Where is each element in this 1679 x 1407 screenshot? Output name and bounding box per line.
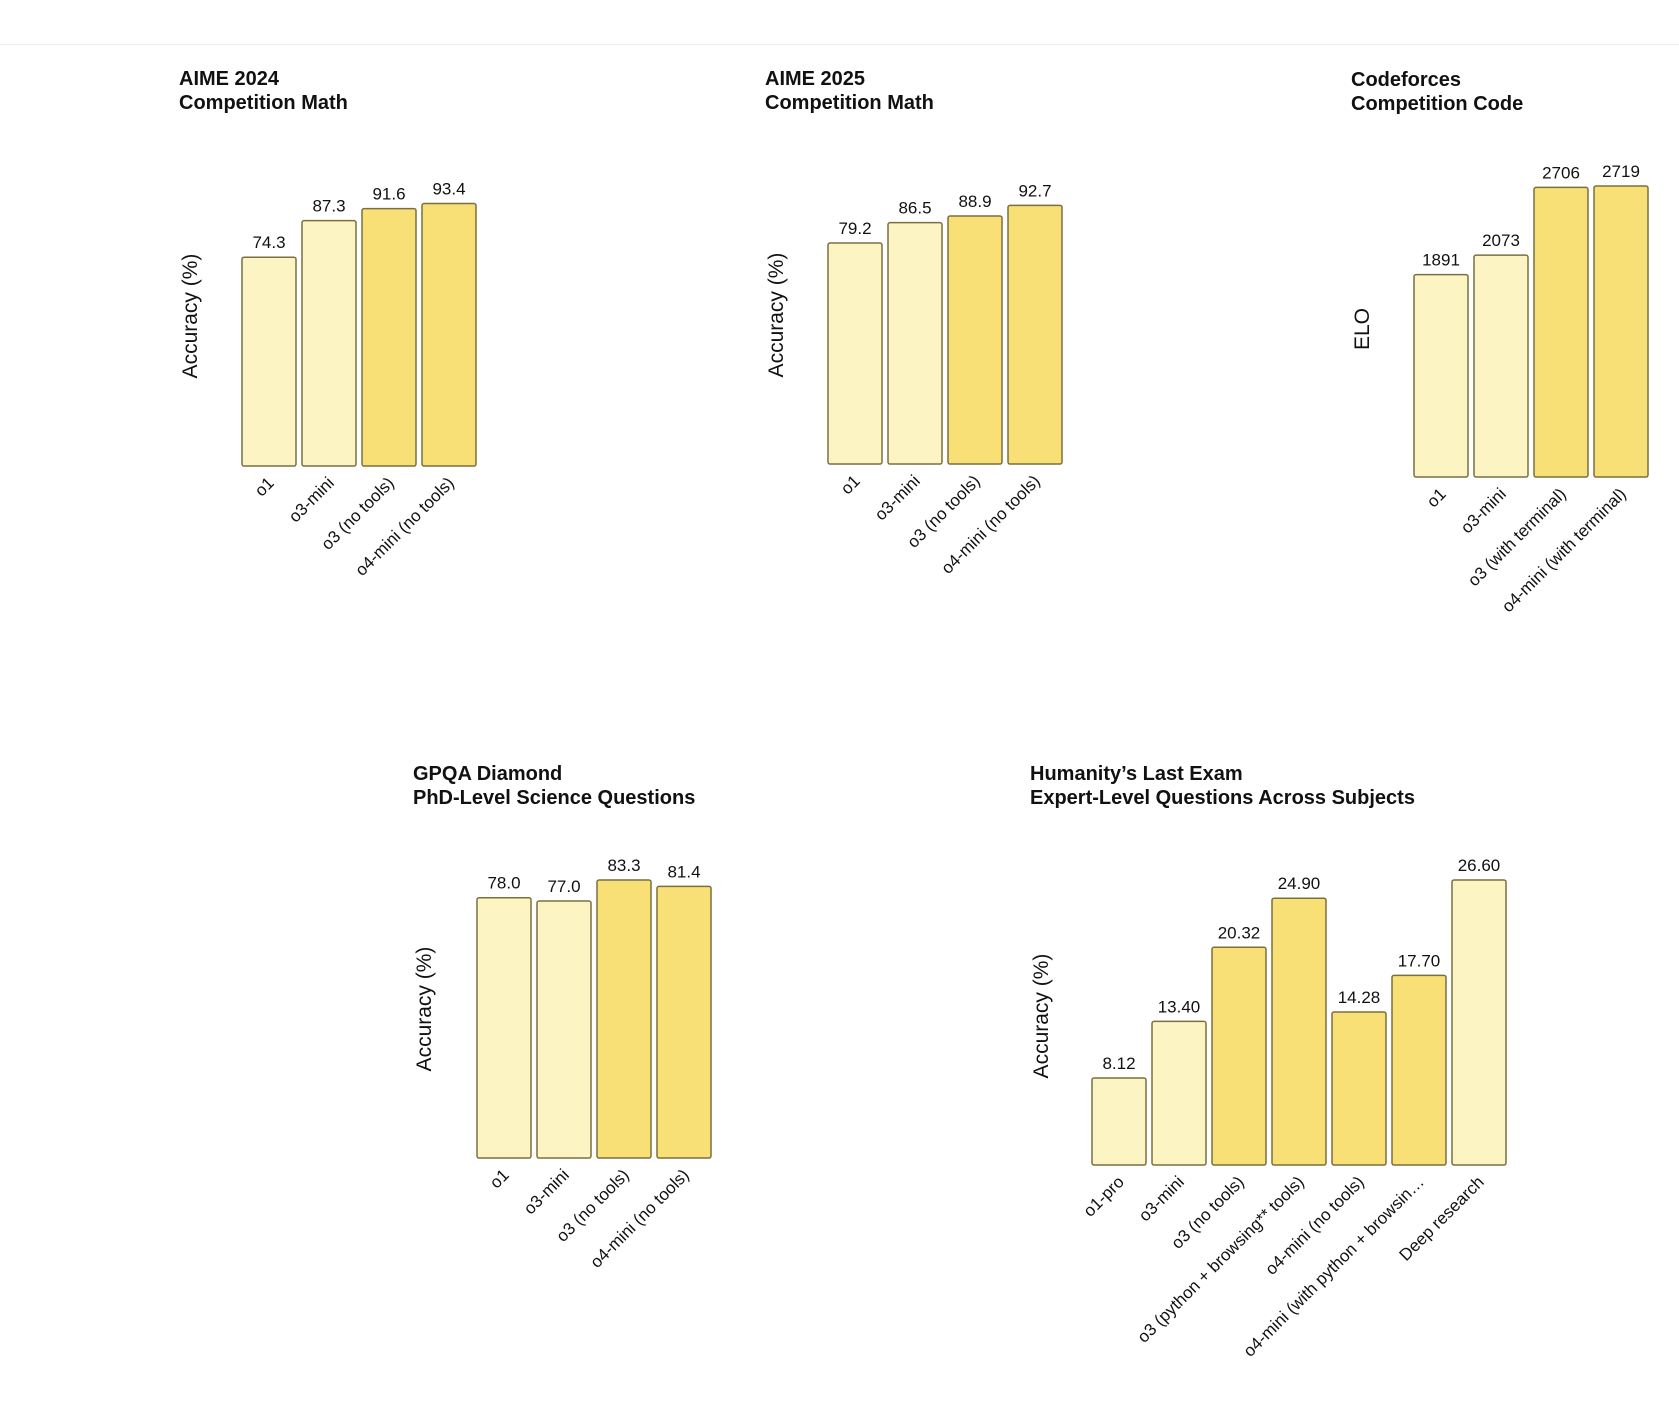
chart-5-y-axis-label: Accuracy (%) (1030, 954, 1053, 1079)
chart-1-x-tick-label: o3-mini (285, 473, 338, 526)
chart-3-bar (1593, 185, 1649, 478)
chart-4-x-tick-label: o3-mini (520, 1165, 573, 1218)
chart-3-subtitle: Competition Code (1351, 93, 1523, 115)
top-divider (0, 44, 1679, 45)
chart-5-bar (1271, 897, 1327, 1166)
chart-4-value-label: 83.3 (607, 856, 640, 875)
chart-1-value-label: 74.3 (252, 233, 285, 252)
chart-4-bar (656, 885, 712, 1159)
chart-3-x-tick-label: o3-mini (1457, 484, 1510, 537)
chart-4-subtitle: PhD-Level Science Questions (413, 787, 695, 809)
chart-1-value-label: 91.6 (372, 185, 405, 204)
chart-1-bar (361, 207, 417, 467)
chart-5-bar (1451, 879, 1507, 1166)
chart-2-value-label: 79.2 (838, 219, 871, 238)
chart-5-subtitle: Expert-Level Questions Across Subjects (1030, 787, 1415, 809)
chart-1-x-tick-label: o1 (251, 473, 278, 500)
chart-5-bar (1151, 1020, 1207, 1166)
chart-4-value-label: 81.4 (667, 862, 700, 881)
chart-4-x-tick-label: o1 (486, 1165, 513, 1192)
chart-5-value-label: 17.70 (1398, 951, 1441, 970)
chart-2-title: AIME 2025 (765, 68, 865, 90)
chart-2-value-label: 88.9 (958, 192, 991, 211)
chart-5-bar (1391, 974, 1447, 1166)
chart-4-value-label: 77.0 (547, 877, 580, 896)
chart-3-bar (1533, 186, 1589, 478)
chart-5-value-label: 8.12 (1102, 1054, 1135, 1073)
chart-2-bar (827, 242, 883, 465)
chart-3-title: Codeforces (1351, 69, 1461, 91)
chart-1-bar (241, 256, 297, 467)
chart-5-x-tick-label: o1-pro (1080, 1172, 1128, 1220)
chart-1-bar (421, 202, 477, 467)
chart-1-y-axis-label: Accuracy (%) (179, 254, 202, 379)
chart-3-x-tick-label: o1 (1423, 484, 1450, 511)
chart-5-value-label: 26.60 (1458, 856, 1501, 875)
chart-3-bar (1473, 254, 1529, 478)
chart-3-x-tick-label: o4-mini (with terminal) (1498, 484, 1630, 616)
chart-1-subtitle: Competition Math (179, 92, 348, 114)
chart-3-value-label: 2073 (1482, 231, 1520, 250)
chart-3-value-label: 2706 (1542, 163, 1580, 182)
chart-3-value-label: 1891 (1422, 251, 1460, 270)
chart-4-title: GPQA Diamond (413, 763, 562, 785)
chart-4-bar (536, 900, 592, 1159)
chart-4-bar (596, 879, 652, 1159)
chart-2-subtitle: Competition Math (765, 92, 934, 114)
chart-5-x-tick-label: o3-mini (1135, 1172, 1188, 1225)
chart-1-value-label: 93.4 (432, 180, 465, 199)
chart-5-value-label: 20.32 (1218, 923, 1261, 942)
chart-4-bar (476, 896, 532, 1159)
chart-5-value-label: 13.40 (1158, 997, 1201, 1016)
chart-3-y-axis-label: ELO (1351, 308, 1374, 350)
chart-4-y-axis-label: Accuracy (%) (413, 947, 436, 1072)
chart-3-value-label: 2719 (1602, 162, 1640, 181)
chart-2-bar (947, 215, 1003, 465)
chart-2-bar (887, 221, 943, 465)
chart-5-bar (1331, 1011, 1387, 1166)
chart-4-value-label: 78.0 (487, 874, 520, 893)
chart-2-value-label: 86.5 (898, 199, 931, 218)
chart-1-value-label: 87.3 (312, 197, 345, 216)
chart-2-x-tick-label: o1 (837, 471, 864, 498)
chart-1-bar (301, 219, 357, 467)
chart-1-title: AIME 2024 (179, 68, 280, 90)
chart-2-y-axis-label: Accuracy (%) (765, 253, 788, 378)
chart-5-value-label: 14.28 (1338, 988, 1381, 1007)
chart-2-value-label: 92.7 (1018, 181, 1051, 200)
chart-3-bar (1413, 273, 1469, 478)
chart-5-bar (1211, 946, 1267, 1166)
chart-5-title: Humanity’s Last Exam (1030, 763, 1243, 785)
chart-2-bar (1007, 204, 1063, 465)
chart-2-x-tick-label: o3-mini (871, 471, 924, 524)
chart-5-value-label: 24.90 (1278, 874, 1321, 893)
chart-5-bar (1091, 1077, 1147, 1166)
